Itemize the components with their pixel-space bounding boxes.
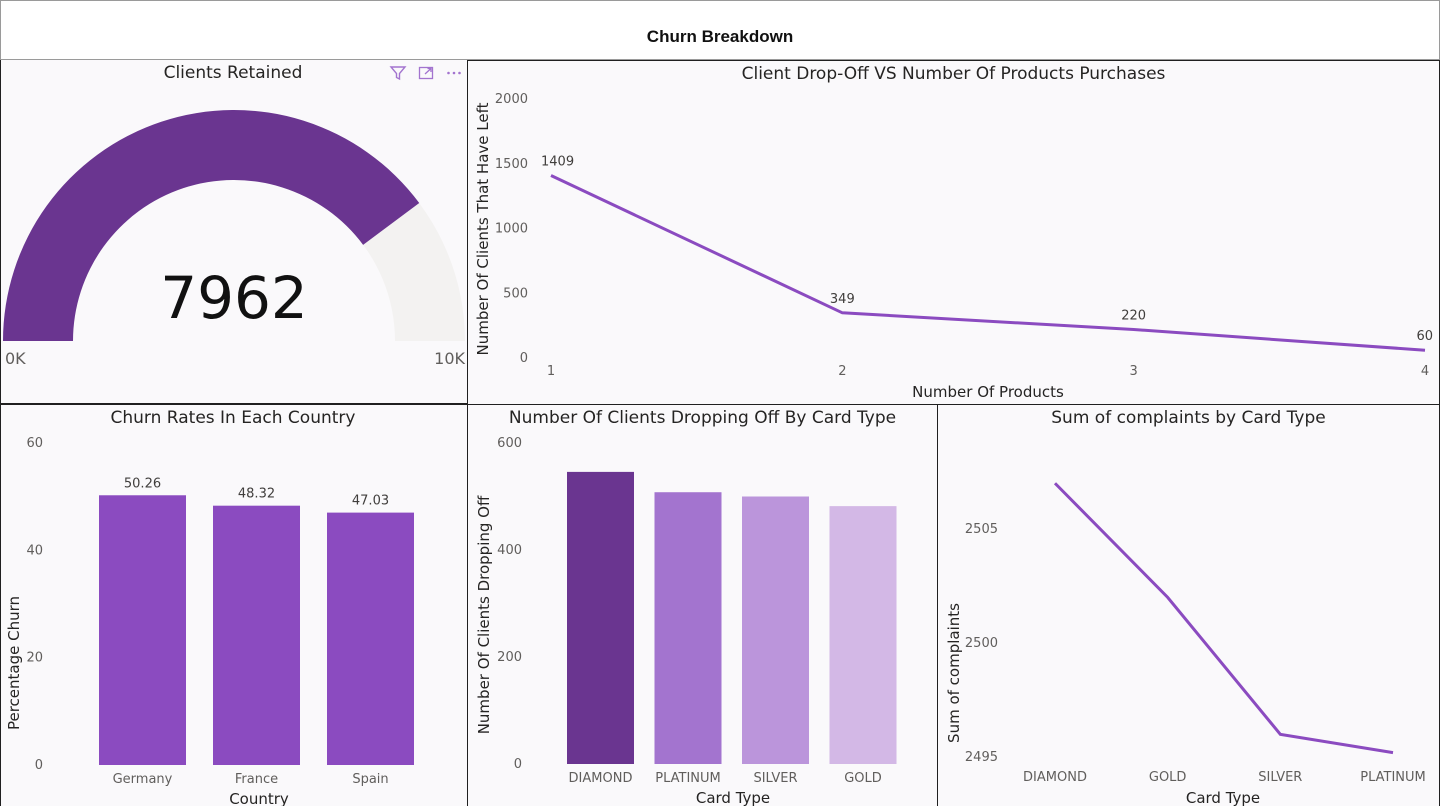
cardtype-x-tick: SILVER bbox=[753, 771, 797, 786]
filter-icon[interactable] bbox=[389, 64, 407, 82]
page-title: Churn Breakdown bbox=[646, 27, 794, 46]
complaints-y-tick: 2495 bbox=[965, 750, 998, 765]
cardtype-x-tick: GOLD bbox=[844, 771, 882, 786]
gauge-min-label: 0K bbox=[5, 349, 26, 368]
dropoff-x-tick: 2 bbox=[838, 364, 846, 379]
country-x-tick: Germany bbox=[113, 772, 173, 787]
country-y-axis-title: Percentage Churn bbox=[5, 596, 23, 730]
gauge-max-label: 10K bbox=[434, 349, 465, 368]
dropoff-data-label: 60 bbox=[1416, 329, 1433, 344]
cardtype-bar-panel[interactable]: Number Of Clients Dropping Off By Card T… bbox=[467, 404, 938, 806]
country-bar bbox=[213, 505, 300, 765]
dropoff-x-tick: 4 bbox=[1421, 364, 1429, 379]
dropoff-data-label: 220 bbox=[1121, 309, 1146, 324]
complaints-line-chart: Card Type Sum of complaints 2495 2500 2505… bbox=[945, 482, 1426, 806]
complaints-x-tick: SILVER bbox=[1258, 770, 1302, 785]
country-data-label: 50.26 bbox=[124, 476, 161, 491]
dropoff-x-tick: 3 bbox=[1130, 364, 1138, 379]
complaints-line-panel[interactable]: Sum of complaints by Card Type Card Type… bbox=[937, 404, 1440, 806]
country-y-tick: 20 bbox=[26, 651, 43, 666]
complaints-y-tick: 2505 bbox=[965, 522, 998, 537]
cardtype-x-tick: PLATINUM bbox=[655, 771, 721, 786]
country-data-label: 48.32 bbox=[238, 487, 275, 502]
dropoff-y-tick: 500 bbox=[503, 286, 528, 301]
report-header: Churn Breakdown bbox=[0, 0, 1440, 60]
complaints-x-tick: DIAMOND bbox=[1023, 770, 1087, 785]
cardtype-bar bbox=[742, 496, 809, 764]
dropoff-line-panel[interactable]: Client Drop-Off VS Number Of Products Pu… bbox=[467, 60, 1440, 405]
complaints-chart-title: Sum of complaints by Card Type bbox=[1051, 408, 1326, 428]
dropoff-y-axis-title: Number Of Clients That Have Left bbox=[474, 102, 492, 355]
dropoff-y-tick: 1000 bbox=[495, 222, 528, 237]
country-chart-title: Churn Rates In Each Country bbox=[110, 408, 356, 428]
cardtype-y-tick: 0 bbox=[514, 757, 522, 772]
gauge-fill bbox=[3, 110, 420, 341]
complaints-x-tick: PLATINUM bbox=[1360, 770, 1426, 785]
country-x-axis-title: Country bbox=[229, 790, 289, 806]
gauge-panel[interactable]: Clients Retained 7962 0K 10K bbox=[0, 60, 468, 404]
complaints-x-tick: GOLD bbox=[1149, 770, 1187, 785]
dropoff-data-label: 1409 bbox=[541, 155, 574, 170]
country-y-tick: 60 bbox=[26, 436, 43, 451]
focus-mode-icon[interactable] bbox=[417, 64, 435, 82]
gauge-value: 7962 bbox=[160, 264, 308, 332]
dropoff-line-chart: Number Of Products Number Of Clients Tha… bbox=[474, 92, 1433, 401]
dropoff-y-tick: 1500 bbox=[495, 157, 528, 172]
cardtype-y-axis-title: Number Of Clients Dropping Off bbox=[475, 495, 493, 734]
country-bar-chart: Country Percentage Churn 0 20 40 60 50.26 Ger… bbox=[5, 436, 414, 806]
cardtype-bar bbox=[829, 506, 897, 764]
complaints-x-axis-title: Card Type bbox=[1186, 789, 1260, 806]
dropoff-y-tick: 0 bbox=[520, 351, 528, 366]
cardtype-y-tick: 400 bbox=[497, 543, 522, 558]
cardtype-bar bbox=[654, 492, 722, 764]
dropoff-series-line bbox=[550, 174, 1426, 352]
dropoff-x-axis-title: Number Of Products bbox=[912, 383, 1064, 401]
visual-header-icons bbox=[389, 64, 463, 82]
dropoff-data-label: 349 bbox=[830, 292, 855, 307]
country-y-tick: 40 bbox=[26, 543, 43, 558]
cardtype-x-tick: DIAMOND bbox=[569, 771, 633, 786]
complaints-y-tick: 2500 bbox=[965, 636, 998, 651]
cardtype-x-axis-title: Card Type bbox=[696, 789, 770, 806]
dropoff-y-tick: 2000 bbox=[495, 92, 528, 107]
complaints-series-line bbox=[1053, 482, 1394, 755]
more-options-icon[interactable] bbox=[445, 64, 463, 82]
country-x-tick: France bbox=[235, 772, 278, 787]
country-data-label: 47.03 bbox=[352, 494, 389, 509]
country-bar bbox=[327, 512, 414, 765]
country-bar bbox=[99, 495, 186, 765]
cardtype-y-tick: 200 bbox=[497, 650, 522, 665]
cardtype-bar-chart: Card Type Number Of Clients Dropping Off… bbox=[475, 436, 897, 806]
gauge-chart: 7962 0K 10K bbox=[3, 110, 466, 368]
gauge-title: Clients Retained bbox=[163, 63, 303, 83]
country-x-tick: Spain bbox=[352, 772, 388, 787]
dropoff-x-tick: 1 bbox=[547, 364, 555, 379]
country-bar-panel[interactable]: Churn Rates In Each Country Country Perc… bbox=[0, 404, 468, 806]
complaints-y-axis-title: Sum of complaints bbox=[945, 603, 963, 743]
cardtype-chart-title: Number Of Clients Dropping Off By Card T… bbox=[508, 408, 897, 428]
dropoff-chart-title: Client Drop-Off VS Number Of Products Pu… bbox=[741, 64, 1166, 84]
cardtype-y-tick: 600 bbox=[497, 436, 522, 451]
cardtype-bar bbox=[567, 471, 634, 764]
country-y-tick: 0 bbox=[35, 758, 43, 773]
